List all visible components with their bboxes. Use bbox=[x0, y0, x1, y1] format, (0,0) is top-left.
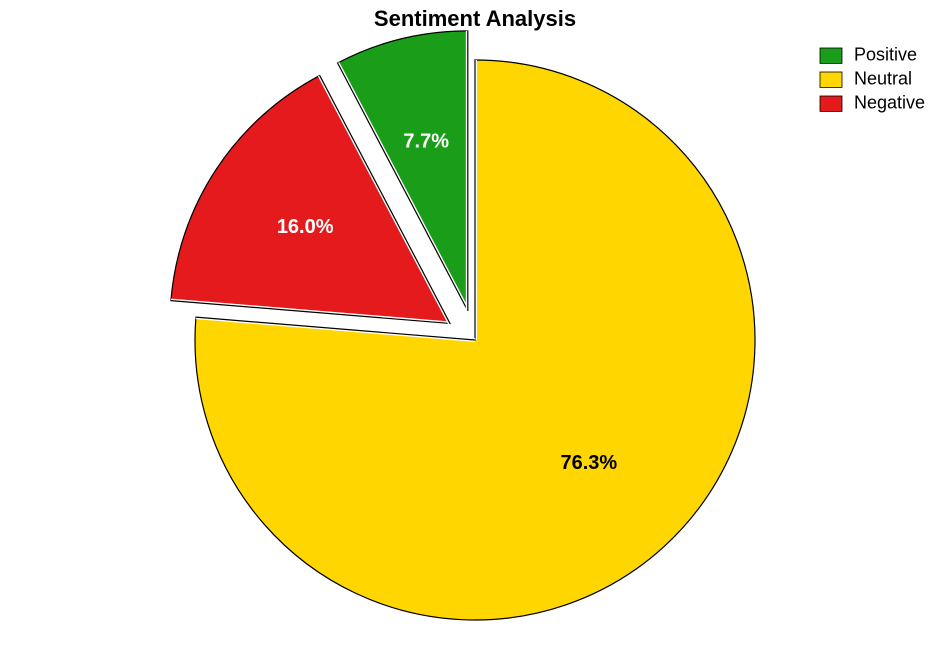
pie-slices bbox=[171, 31, 755, 620]
legend-swatch-positive bbox=[820, 48, 842, 63]
chart-title: Sentiment Analysis bbox=[374, 6, 576, 31]
legend-label-negative: Negative bbox=[854, 92, 925, 112]
legend-label-neutral: Neutral bbox=[854, 68, 912, 88]
legend-label-positive: Positive bbox=[854, 44, 917, 64]
slice-label-neutral: 76.3% bbox=[560, 452, 617, 474]
legend-swatch-negative bbox=[820, 96, 842, 111]
sentiment-pie-chart: Sentiment Analysis Positive Neutral Negati… bbox=[0, 0, 950, 662]
slice-label-positive: 7.7% bbox=[403, 131, 449, 153]
legend-swatch-neutral bbox=[820, 72, 842, 87]
slice-label-negative: 16.0% bbox=[277, 216, 334, 238]
legend: Positive Neutral Negative bbox=[820, 44, 925, 112]
